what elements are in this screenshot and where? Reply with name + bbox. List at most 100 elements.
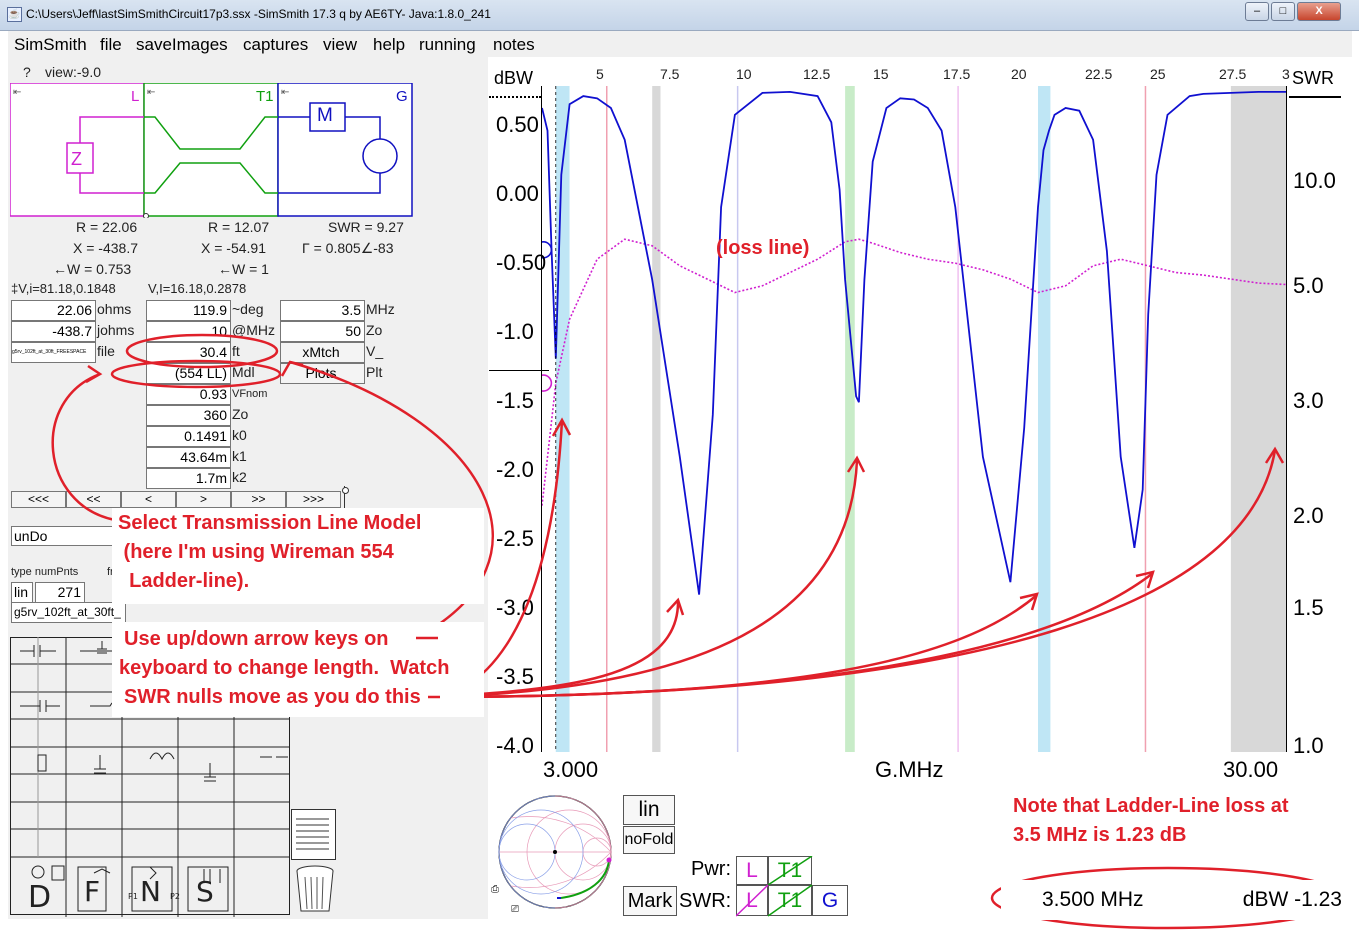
minimize-button[interactable]: – (1245, 2, 1269, 21)
menu-running[interactable]: running (419, 35, 476, 54)
lin-toggle-button[interactable]: lin (623, 795, 675, 825)
top-tick-2: 10 (736, 66, 752, 82)
line-x-readout: X = -54.91 (201, 240, 266, 256)
left-tick-0: 0.50 (496, 112, 539, 137)
nav-button-1[interactable]: << (66, 491, 121, 508)
nav-button-2[interactable]: < (121, 491, 176, 508)
tline-field-7[interactable]: 43.64m (146, 447, 231, 468)
left-axis-unit: dBW (494, 68, 534, 88)
pwr-label: Pwr: (691, 858, 731, 880)
line-vi-readout: V,I=16.18,0.2878 (148, 281, 247, 296)
model-annotation-line-1: Select Transmission Line Model (118, 512, 422, 534)
tline-field-4[interactable]: 0.93 (146, 384, 231, 405)
menu-view[interactable]: view (323, 35, 358, 54)
left-tick-7: -3.0 (496, 595, 534, 620)
mark-button[interactable]: Mark (623, 886, 677, 916)
tline-field-8[interactable]: 1.7m (146, 468, 231, 489)
pwr-t1-toggle[interactable]: T1 (768, 856, 812, 885)
swr-label: SWR: (679, 890, 732, 912)
line-r-readout: R = 12.07 (208, 219, 270, 235)
tline-unit-6: k0 (232, 427, 247, 443)
notes-list-icon[interactable] (291, 809, 337, 914)
menu-saveimages[interactable]: saveImages (136, 35, 228, 54)
svg-text:S: S (196, 875, 214, 908)
trash-icon[interactable] (295, 865, 335, 915)
left-tick-9: -4.0 (496, 733, 534, 758)
sweep-type-field[interactable]: lin (11, 582, 33, 603)
menu-bar: SimSmith file saveImages captures view h… (8, 31, 1352, 57)
load-x-readout: X = -438.7 (73, 240, 138, 256)
tline-field-0[interactable]: 119.9 (146, 300, 231, 321)
top-tick-4: 15 (873, 66, 889, 82)
load-impedance-icon: Z (71, 149, 82, 169)
nav-button-4[interactable]: >> (231, 491, 286, 508)
filename-field[interactable]: g5rv_102ft_at_30ft_ (11, 602, 126, 623)
load-x-field[interactable]: -438.7 (11, 321, 96, 342)
help-button[interactable]: ? (23, 64, 31, 80)
gen-unit-1: Zo (366, 322, 383, 338)
x-max-label: 30.00 (1223, 757, 1279, 782)
gen-field-3[interactable]: Plots (280, 363, 365, 384)
undo-button[interactable]: unDo (11, 526, 126, 546)
svg-text:N: N (140, 875, 161, 908)
nav-button-5[interactable]: >>> (286, 491, 341, 508)
loss-line-series (542, 238, 1286, 506)
right-tick-1: 5.0 (1293, 273, 1324, 298)
arrow-annotation-line-2: keyboard to change length. Watch (119, 657, 450, 679)
menu-file[interactable]: file (100, 35, 122, 54)
load-w-readout: ←W = 0.753 (53, 261, 132, 277)
top-tick-10: 3 (1282, 66, 1290, 82)
swr-g-toggle[interactable]: G (812, 885, 848, 916)
numpnts-field[interactable]: 271 (35, 582, 85, 603)
left-tick-2: -0.50 (496, 250, 547, 275)
close-button[interactable]: X (1297, 2, 1341, 21)
note-annotation-line-2: 3.5 MHz is 1.23 dB (1013, 824, 1187, 846)
plot-canvas[interactable] (542, 86, 1286, 752)
nofold-toggle-button[interactable]: noFold (623, 826, 675, 854)
menu-notes[interactable]: notes (493, 35, 535, 54)
cursor-frequency-readout: 3.500 MHz (1001, 880, 1156, 920)
svg-text:P2: P2 (170, 892, 180, 901)
maximize-button[interactable]: □ (1271, 2, 1295, 21)
arrow-tail-lines (416, 636, 440, 699)
menu-help[interactable]: help (373, 35, 406, 54)
nav-button-0[interactable]: <<< (11, 491, 66, 508)
loss-marker (542, 374, 553, 392)
left-tick-6: -2.5 (496, 526, 534, 551)
model-annotation-line-2: (here I'm using Wireman 554 (118, 541, 394, 563)
swr-l-toggle[interactable]: L (736, 885, 768, 916)
swr-t1-toggle[interactable]: T1 (768, 885, 812, 916)
plot-area[interactable] (541, 86, 1287, 752)
load-file-field[interactable]: g5rv_102ft_at_30ft_FREESPACE (11, 342, 96, 363)
gen-field-1[interactable]: 50 (280, 321, 365, 342)
type-numpnts-label: type numPnts (11, 566, 79, 578)
load-vi-readout: ‡V,i=81.18,0.1848 (11, 281, 116, 296)
svg-text:⇤: ⇤ (281, 87, 289, 98)
nav-button-3[interactable]: > (176, 491, 231, 508)
svg-text:⇤: ⇤ (13, 87, 21, 98)
smith-chart-thumbnail[interactable]: ⎙ ⎚ (489, 790, 619, 920)
component-palette[interactable]: D F N S P1 P2 (10, 637, 292, 917)
gen-field-0[interactable]: 3.5 (280, 300, 365, 321)
svg-text:F: F (84, 875, 100, 908)
top-tick-5: 17.5 (943, 66, 971, 82)
tline-field-1[interactable]: 10 (146, 321, 231, 342)
java-app-icon: ☕ (7, 7, 22, 22)
tline-field-2[interactable]: 30.4 (146, 342, 231, 363)
menu-captures[interactable]: captures (243, 35, 309, 54)
tline-field-6[interactable]: 0.1491 (146, 426, 231, 447)
circuit-schematic[interactable]: ⇤ ⇤ ⇤ (10, 83, 414, 218)
menu-simsmith[interactable]: SimSmith (14, 35, 87, 54)
tline-field-3[interactable]: (554 LL) (146, 363, 231, 384)
tline-field-5[interactable]: 360 (146, 405, 231, 426)
load-r-readout: R = 22.06 (76, 219, 138, 235)
view-readout: view:-9.0 (45, 64, 102, 80)
left-tick-5: -2.0 (496, 457, 534, 482)
cursor-dbw-readout: dBW -1.23 (1156, 880, 1348, 920)
pwr-l-toggle[interactable]: L (736, 856, 768, 885)
load-r-field[interactable]: 22.06 (11, 300, 96, 321)
load-r-unit: ohms (97, 301, 132, 317)
gen-field-2[interactable]: xMtch (280, 342, 365, 363)
right-tick-2: 3.0 (1293, 388, 1324, 413)
loss-line-label: (loss line) (716, 237, 810, 259)
